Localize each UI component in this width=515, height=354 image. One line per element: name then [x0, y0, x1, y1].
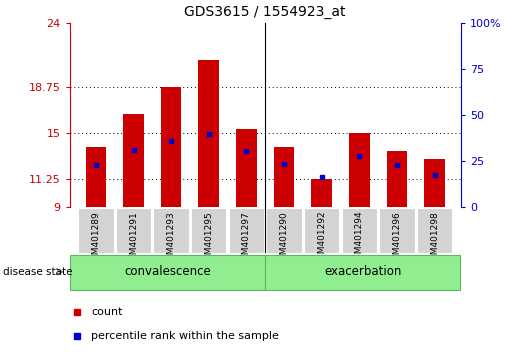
- Bar: [78, 207, 114, 253]
- Text: GSM401294: GSM401294: [355, 211, 364, 266]
- Bar: [349, 133, 370, 207]
- Text: GSM401295: GSM401295: [204, 211, 213, 266]
- Text: GSM401292: GSM401292: [317, 211, 326, 266]
- Bar: [424, 159, 445, 207]
- Bar: [265, 255, 460, 290]
- Text: GSM401289: GSM401289: [91, 211, 100, 266]
- Bar: [229, 207, 264, 253]
- Text: GSM401291: GSM401291: [129, 211, 138, 266]
- Text: convalescence: convalescence: [124, 265, 211, 278]
- Text: GSM401297: GSM401297: [242, 211, 251, 266]
- Text: GSM401296: GSM401296: [392, 211, 402, 266]
- Bar: [153, 207, 189, 253]
- Bar: [161, 87, 181, 207]
- Bar: [70, 255, 265, 290]
- Bar: [266, 207, 302, 253]
- Bar: [236, 129, 257, 207]
- Text: GSM401293: GSM401293: [167, 211, 176, 266]
- Bar: [198, 60, 219, 207]
- Text: percentile rank within the sample: percentile rank within the sample: [91, 331, 279, 341]
- Bar: [387, 151, 407, 207]
- Bar: [85, 147, 106, 207]
- Title: GDS3615 / 1554923_at: GDS3615 / 1554923_at: [184, 5, 346, 19]
- Bar: [191, 207, 227, 253]
- Bar: [312, 179, 332, 207]
- Text: GSM401290: GSM401290: [280, 211, 288, 266]
- Text: GSM401298: GSM401298: [430, 211, 439, 266]
- Bar: [123, 114, 144, 207]
- Bar: [417, 207, 452, 253]
- Text: exacerbation: exacerbation: [324, 265, 402, 278]
- Bar: [341, 207, 377, 253]
- Text: count: count: [91, 307, 123, 317]
- Bar: [273, 147, 295, 207]
- Bar: [379, 207, 415, 253]
- Bar: [116, 207, 151, 253]
- Bar: [304, 207, 339, 253]
- Text: disease state: disease state: [3, 267, 72, 277]
